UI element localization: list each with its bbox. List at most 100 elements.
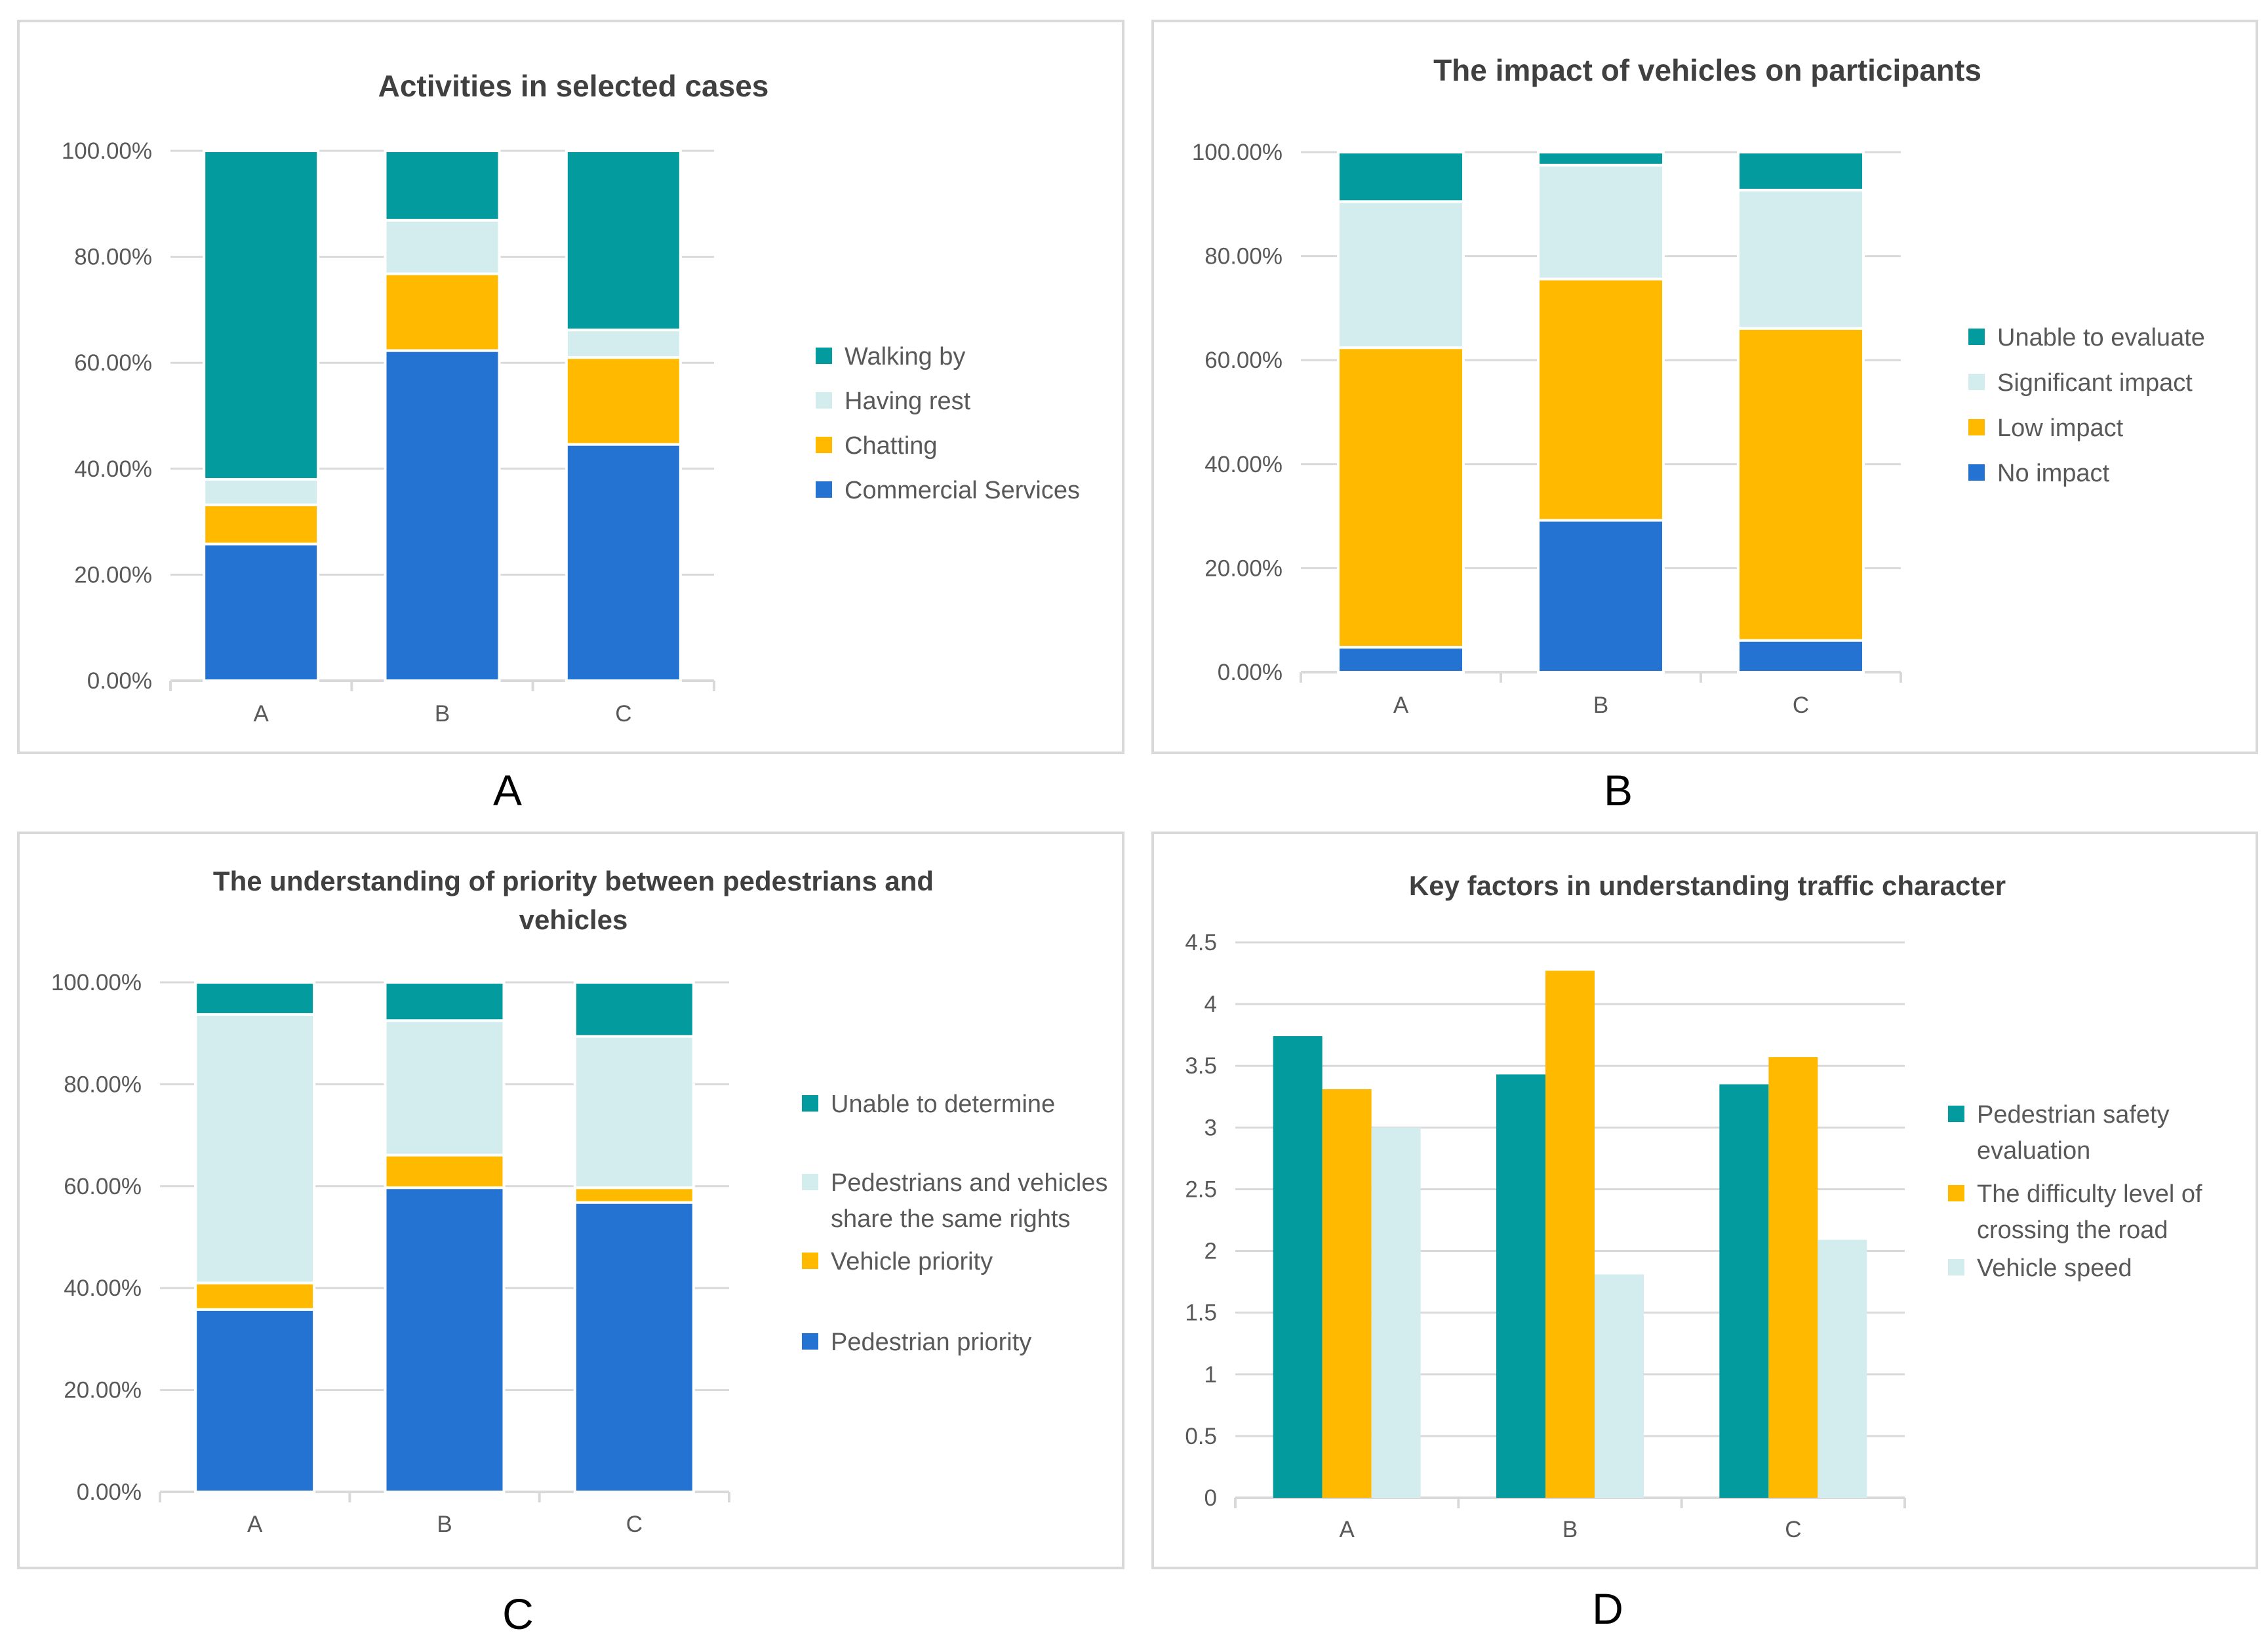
chart-b-category-label: B (1593, 693, 1608, 718)
chart-d-bar-b-series-2 (1545, 971, 1595, 1498)
chart-a-legend-swatch (816, 437, 832, 453)
chart-b-y-tick-label: 80.00% (1204, 244, 1283, 270)
chart-c-legend-label: Pedestrians and vehicles (831, 1169, 1107, 1197)
panel-letter-b: B (1603, 766, 1633, 814)
chart-a-title: Activities in selected cases (378, 69, 769, 103)
chart-panel-b: The impact of vehicles on participants 0.… (1151, 20, 2258, 754)
chart-b-legend-label: No impact (1997, 460, 2109, 487)
chart-a-bar-b-series-2 (384, 272, 501, 352)
chart-c-legend-swatch (802, 1174, 818, 1190)
chart-d-y-tick-label: 4.5 (1185, 930, 1217, 955)
chart-d-legend-label: crossing the road (1977, 1216, 2168, 1244)
chart-d-legend-swatch (1948, 1185, 1964, 1201)
chart-a-bar-c-series-3 (565, 329, 682, 359)
chart-d-legend-label: evaluation (1977, 1137, 2090, 1165)
chart-b-legend-swatch (1968, 374, 1985, 390)
chart-b-y-tick-label: 100.00% (1192, 140, 1283, 165)
chart-d-title: Key factors in understanding traffic cha… (1409, 870, 2006, 901)
chart-d-y-tick-label: 2 (1204, 1239, 1217, 1264)
chart-c-y-tick-label: 0.00% (77, 1479, 142, 1505)
chart-c-category-label: B (437, 1512, 452, 1537)
chart-b-legend-swatch (1968, 329, 1985, 345)
chart-c-y-tick-label: 80.00% (64, 1072, 142, 1097)
chart-b-legend-label: Unable to evaluate (1997, 324, 2205, 351)
chart-c-legend-label: share the same rights (831, 1205, 1070, 1233)
chart-d-y-tick-label: 3 (1204, 1115, 1217, 1140)
chart-b-y-tick-label: 20.00% (1204, 555, 1283, 581)
chart-panel-c: The understanding of priority between pe… (17, 832, 1124, 1569)
chart-d-bar-b-series-1 (1496, 1074, 1545, 1498)
chart-panel-d: Key factors in understanding traffic cha… (1151, 832, 2258, 1569)
chart-b-bar-c-series-2 (1737, 327, 1865, 642)
chart-a-category-label: C (615, 701, 631, 727)
chart-b-canvas: The impact of vehicles on participants 0.… (1192, 53, 2205, 718)
chart-b-bar-b-series-3 (1537, 163, 1665, 281)
chart-b-bar-b-series-4 (1537, 151, 1665, 167)
chart-c-bar-a-series-2 (194, 1281, 316, 1311)
chart-a-y-tick-label: 60.00% (74, 350, 152, 376)
chart-c-legend-swatch (802, 1333, 818, 1350)
chart-c-bar-c-series-4 (573, 981, 695, 1038)
chart-b-bar-b-series-2 (1537, 277, 1665, 522)
chart-a-y-tick-label: 0.00% (87, 668, 152, 694)
chart-d-y-tick-label: 1.5 (1185, 1300, 1217, 1326)
chart-b-category-label: C (1793, 693, 1809, 718)
chart-b-bar-c-series-3 (1737, 188, 1865, 330)
chart-c-y-tick-label: 100.00% (51, 970, 142, 995)
chart-d-category-label: A (1339, 1517, 1355, 1542)
chart-a-legend-label: Having rest (845, 388, 971, 415)
chart-d-category-label: B (1562, 1517, 1578, 1542)
chart-a-legend-swatch (816, 481, 832, 498)
chart-b-y-tick-label: 40.00% (1204, 452, 1283, 477)
chart-d-y-tick-label: 3.5 (1185, 1053, 1217, 1079)
chart-d-legend-label: The difficulty level of (1977, 1180, 2202, 1208)
chart-a-bar-c-series-4 (565, 150, 682, 332)
chart-d-y-tick-label: 2.5 (1185, 1176, 1217, 1202)
chart-b-bar-a-series-1 (1337, 645, 1465, 673)
chart-b-bar-a-series-4 (1337, 151, 1465, 203)
chart-b-bar-a-series-3 (1337, 200, 1465, 350)
chart-b-bar-c-series-4 (1737, 151, 1865, 191)
panel-letter-d: D (1592, 1584, 1623, 1633)
chart-a-category-label: A (253, 701, 269, 727)
chart-a-bar-a-series-4 (203, 150, 320, 481)
chart-a-y-tick-label: 40.00% (74, 456, 152, 482)
chart-b-legend-swatch (1968, 464, 1985, 481)
chart-c-bar-a-series-1 (194, 1308, 316, 1493)
chart-d-bar-c-series-1 (1719, 1084, 1769, 1498)
chart-c-bar-b-series-1 (384, 1186, 506, 1493)
chart-c-bar-b-series-2 (384, 1154, 506, 1190)
chart-c-y-tick-label: 20.00% (64, 1378, 142, 1403)
chart-d-bar-c-series-3 (1818, 1239, 1867, 1498)
chart-d-y-tick-label: 0 (1204, 1485, 1217, 1511)
chart-b-y-tick-label: 60.00% (1204, 348, 1283, 373)
chart-d-bar-a-series-3 (1371, 1127, 1421, 1498)
chart-a-bar-b-series-3 (384, 218, 501, 275)
chart-d-bar-c-series-2 (1768, 1057, 1818, 1498)
chart-c-category-label: C (626, 1512, 643, 1537)
chart-c-bar-c-series-1 (573, 1201, 695, 1493)
chart-c-bar-a-series-4 (194, 981, 316, 1016)
chart-a-bar-c-series-2 (565, 356, 682, 446)
chart-b-y-tick-label: 0.00% (1218, 660, 1283, 685)
chart-b-bar-b-series-1 (1537, 519, 1665, 673)
chart-d-legend-label: Pedestrian safety (1977, 1101, 2170, 1129)
chart-d-category-label: C (1785, 1517, 1801, 1542)
chart-d-legend-label: Vehicle speed (1977, 1255, 2132, 1282)
chart-c-legend-label: Pedestrian priority (831, 1329, 1031, 1356)
panel-letter-c: C (502, 1590, 534, 1638)
chart-b-bar-a-series-2 (1337, 346, 1465, 649)
chart-a-bar-b-series-4 (384, 150, 501, 222)
chart-b-bar-c-series-1 (1737, 639, 1865, 674)
chart-d-bar-a-series-2 (1322, 1089, 1372, 1498)
chart-a-bar-a-series-1 (203, 542, 320, 683)
chart-a-canvas: Activities in selected cases 0.00% 20.00% 4… (62, 69, 1080, 727)
chart-d-bar-b-series-3 (1595, 1274, 1644, 1498)
chart-c-bar-b-series-4 (384, 981, 506, 1022)
chart-b-legend-swatch (1968, 419, 1985, 435)
chart-a-legend-swatch (816, 348, 832, 364)
chart-c-bar-a-series-3 (194, 1013, 316, 1285)
chart-c-bar-b-series-3 (384, 1019, 506, 1157)
panel-letter-a: A (492, 766, 523, 814)
chart-c-bar-c-series-2 (573, 1186, 695, 1204)
